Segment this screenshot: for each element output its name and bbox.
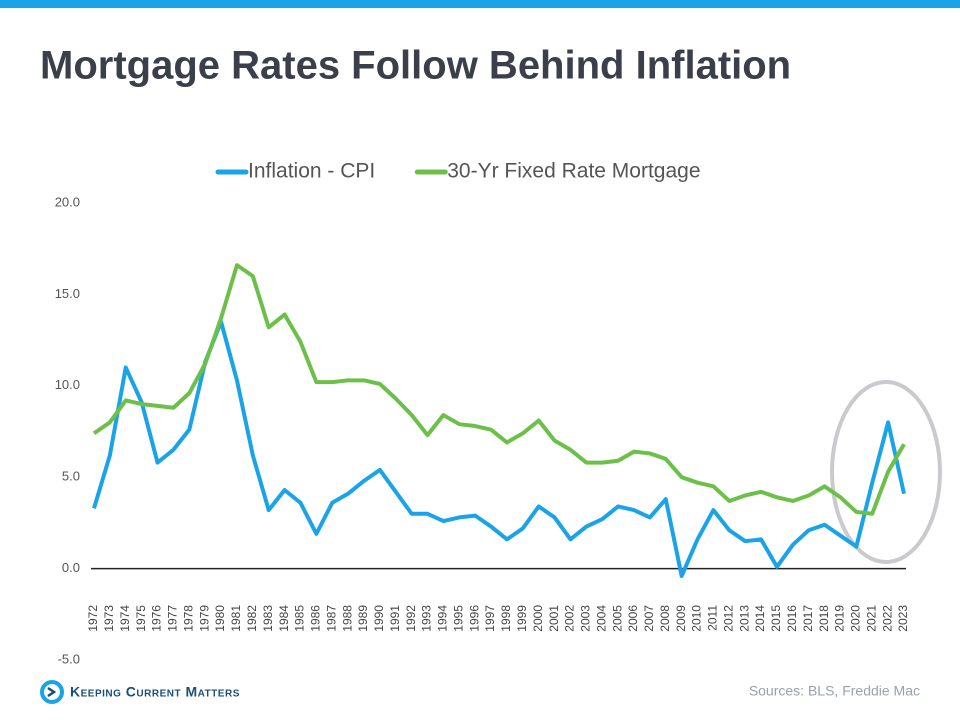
x-tick-label: 2011 <box>706 605 720 631</box>
x-tick-label: 2010 <box>690 605 704 632</box>
x-tick-label: 1997 <box>483 605 497 632</box>
x-tick-label: 2007 <box>642 605 656 632</box>
brand-name: Keeping Current Matters <box>70 684 240 700</box>
x-tick-label: 1975 <box>134 605 148 632</box>
y-tick-label: 5.0 <box>62 469 80 484</box>
source-note: Sources: BLS, Freddie Mac <box>749 683 920 699</box>
logo: Keeping Current Matters <box>40 680 240 704</box>
x-tick-label: 2005 <box>610 605 624 632</box>
y-tick-label: 20.0 <box>55 194 80 209</box>
x-tick-label: 2000 <box>531 605 545 632</box>
x-tick-label: 1998 <box>499 605 513 632</box>
x-tick-label: 2015 <box>769 605 783 632</box>
x-tick-label: 2017 <box>801 605 815 632</box>
x-tick-label: 2021 <box>864 605 878 632</box>
series-line <box>92 319 906 578</box>
x-tick-label: 2002 <box>563 605 577 632</box>
y-tick-label: 10.0 <box>55 377 80 392</box>
x-tick-label: 1994 <box>436 605 450 632</box>
x-tick-label: 1986 <box>309 605 323 632</box>
x-tick-label: 2009 <box>674 605 688 632</box>
x-tick-label: 1977 <box>166 605 180 632</box>
x-tick-label: 2013 <box>737 605 751 632</box>
x-tick-label: 1984 <box>277 605 291 632</box>
x-tick-label: 1990 <box>372 605 386 632</box>
x-tick-label: 1989 <box>356 605 370 632</box>
x-tick-label: 2014 <box>753 605 767 632</box>
x-tick-label: 2003 <box>579 605 593 632</box>
x-tick-label: 1992 <box>404 605 418 632</box>
x-tick-label: 2018 <box>817 605 831 632</box>
x-tick-label: 1988 <box>340 605 354 632</box>
y-tick-label: -5.0 <box>58 651 80 666</box>
top-bar <box>0 0 960 8</box>
x-tick-label: 1981 <box>229 605 243 632</box>
x-tick-label: 2001 <box>547 605 561 632</box>
x-tick-label: 1993 <box>420 605 434 632</box>
x-tick-label: 2016 <box>785 605 799 632</box>
x-tick-label: 1991 <box>388 605 402 632</box>
series-line <box>92 263 906 516</box>
x-tick-label: 2008 <box>658 605 672 632</box>
x-tick-label: 2023 <box>896 605 910 632</box>
x-tick-label: 1972 <box>86 605 100 632</box>
x-tick-label: 2019 <box>833 605 847 632</box>
x-tick-label: 1979 <box>197 605 211 632</box>
x-tick-label: 1999 <box>515 605 529 632</box>
x-tick-label: 2022 <box>880 605 894 632</box>
x-tick-label: 1973 <box>102 605 116 632</box>
x-tick-label: 1996 <box>467 605 481 632</box>
legend-label: Inflation - CPI <box>248 160 375 183</box>
x-tick-label: 1982 <box>245 605 259 632</box>
x-tick-label: 1976 <box>150 605 164 632</box>
y-tick-label: 0.0 <box>62 560 80 575</box>
x-tick-label: 1974 <box>118 605 132 632</box>
x-tick-label: 1985 <box>293 605 307 632</box>
x-tick-label: 1987 <box>324 605 338 632</box>
legend-label: 30-Yr Fixed Rate Mortgage <box>447 160 700 183</box>
chart-title: Mortgage Rates Follow Behind Inflation <box>40 44 791 88</box>
logo-icon <box>40 680 64 704</box>
x-tick-label: 2012 <box>721 605 735 632</box>
x-tick-label: 1983 <box>261 605 275 632</box>
x-tick-label: 1978 <box>181 605 195 632</box>
y-tick-label: 15.0 <box>55 286 80 301</box>
x-tick-label: 1995 <box>451 605 465 632</box>
x-tick-label: 1980 <box>213 605 227 632</box>
highlight-ellipse <box>830 380 942 564</box>
x-tick-label: 2020 <box>849 605 863 632</box>
x-tick-label: 2006 <box>626 605 640 632</box>
logo-arrow <box>47 686 57 698</box>
x-tick-label: 2004 <box>594 605 608 632</box>
